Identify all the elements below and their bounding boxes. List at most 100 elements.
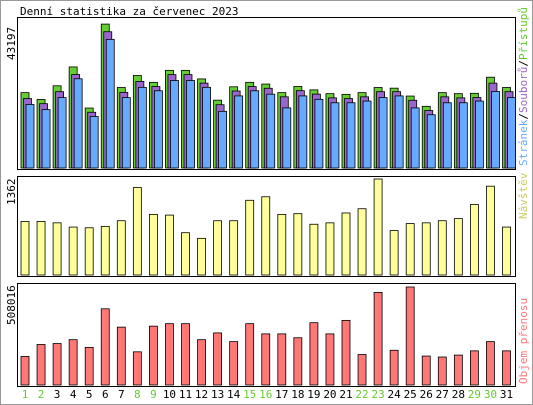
pages-bar-day-21 [346,102,356,169]
volume-bar-day-11 [181,323,190,386]
pages-bar-day-7 [121,97,131,169]
volume-bar-day-13 [213,332,223,386]
day-label-11: 11 [179,388,192,401]
pages-bar-day-12 [202,86,211,169]
pages-bar-day-16 [266,93,276,169]
volume-bar-day-19 [309,322,319,386]
pages-bar-day-6 [105,38,115,169]
pages-bar-day-1 [25,104,35,169]
visits-bar-day-26 [421,222,431,276]
volume-bar-day-26 [421,355,431,386]
visits-bar-day-24 [389,230,399,276]
visits-bar-day-4 [68,226,78,276]
visits-bar-day-10 [165,214,174,276]
pages-bar-day-15 [250,90,260,169]
day-label-17: 17 [275,388,288,401]
legend-volume: Objem přenosu [517,298,530,384]
pages-bar-day-31 [507,97,516,169]
bottom-panel-max-label: 508016 [5,285,18,325]
day-label-19: 19 [307,388,320,401]
day-label-18: 18 [291,388,304,401]
volume-bar-day-31 [502,350,511,386]
day-label-22: 22 [355,388,368,401]
visits-bar-day-28 [453,218,463,276]
volume-bar-day-28 [453,354,463,386]
volume-bar-day-2 [36,344,46,386]
pages-bar-day-11 [186,80,195,169]
volume-bar-day-17 [277,333,287,386]
day-label-4: 4 [70,388,77,401]
middle-panel-bars [20,178,511,276]
pages-bar-day-23 [378,97,388,169]
pages-bar-day-26 [426,114,436,169]
visits-bar-day-1 [20,221,30,276]
visits-bar-day-17 [277,213,287,276]
pages-bar-day-9 [153,90,163,169]
volume-bar-day-5 [84,346,94,386]
volume-bar-day-22 [357,354,367,386]
volume-bar-day-8 [132,351,142,386]
visits-bar-day-2 [36,221,46,276]
pages-bar-day-19 [314,98,324,169]
day-label-25: 25 [404,388,417,401]
volume-bar-day-7 [116,326,126,386]
pages-bar-day-22 [362,100,372,169]
day-label-24: 24 [388,388,402,401]
volume-bar-day-30 [486,341,495,386]
top-panel-legend: Stránek/Souborů/Přístupů [517,7,530,166]
day-label-5: 5 [86,388,93,401]
volume-bar-day-10 [165,323,174,386]
pages-bar-day-13 [218,110,228,169]
visits-bar-day-12 [197,237,206,276]
day-label-13: 13 [211,388,224,401]
visits-bar-day-18 [293,213,303,276]
middle-panel-max-label: 1362 [5,179,18,206]
pages-bar-day-2 [41,109,51,169]
volume-bar-day-14 [229,341,239,386]
legend-sep-2: / [517,60,530,67]
volume-bar-day-1 [20,356,30,386]
legend-pages: Stránek [517,119,530,166]
pages-bar-day-25 [410,107,420,169]
volume-bar-day-16 [261,333,271,386]
volume-bar-day-3 [52,343,62,386]
pages-bar-day-27 [442,102,452,169]
volume-bar-day-27 [437,356,447,386]
visits-bar-day-11 [181,232,190,276]
day-label-16: 16 [259,388,272,401]
day-label-1: 1 [22,388,29,401]
bottom-panel-bars [20,286,511,386]
volume-bar-day-20 [325,333,335,386]
day-label-6: 6 [102,388,109,401]
visits-bar-day-7 [116,220,126,276]
volume-bar-day-24 [389,349,399,386]
visits-bar-day-15 [245,199,255,276]
pages-bar-day-5 [89,116,99,169]
volume-bar-day-12 [197,339,206,386]
day-label-27: 27 [436,388,449,401]
day-label-3: 3 [54,388,61,401]
bottom-panel-legend: Objem přenosu [517,298,530,384]
day-axis-labels: 1 2 3 4 5 6 7 8 9 10 11 12 13 14 15 16 17 18 19 20 21 22 23 24 2… [22,388,513,401]
visits-bar-day-13 [213,220,223,276]
visits-bar-day-9 [148,213,158,276]
visits-bar-day-20 [325,222,335,276]
volume-bar-day-9 [148,325,158,386]
volume-bar-day-15 [245,323,255,386]
visits-bar-day-6 [100,225,110,276]
visits-bar-day-14 [229,220,239,276]
volume-bar-day-18 [293,337,303,386]
visits-bar-day-23 [373,178,383,276]
legend-files: Souborů [517,67,530,113]
legend-hits: Přístupů [517,7,530,60]
day-label-30: 30 [484,388,497,401]
day-label-14: 14 [227,388,241,401]
volume-bar-day-29 [469,350,479,386]
day-label-26: 26 [420,388,433,401]
pages-bar-day-14 [234,95,244,169]
visits-bar-day-22 [357,208,367,276]
day-label-28: 28 [452,388,465,401]
pages-bar-day-28 [458,102,468,169]
volume-bar-day-4 [68,339,78,386]
pages-bar-day-29 [474,100,484,169]
